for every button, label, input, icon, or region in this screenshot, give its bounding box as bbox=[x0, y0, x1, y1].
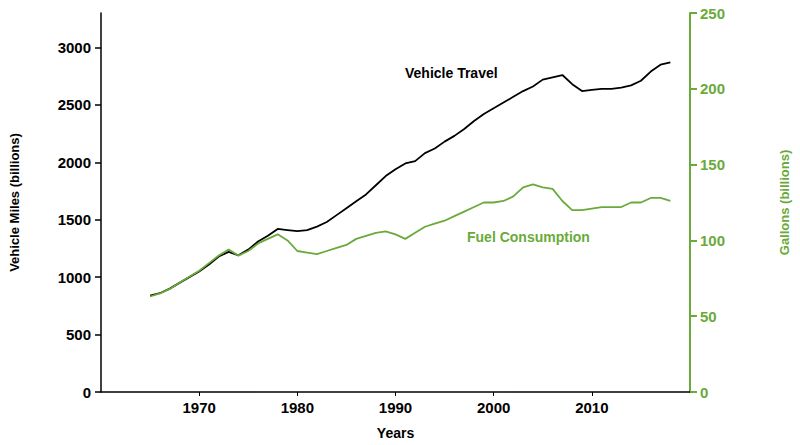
svg-text:3000: 3000 bbox=[58, 39, 91, 56]
svg-text:500: 500 bbox=[66, 326, 91, 343]
svg-text:1000: 1000 bbox=[58, 269, 91, 286]
svg-text:250: 250 bbox=[700, 5, 725, 22]
svg-text:0: 0 bbox=[700, 384, 708, 401]
svg-text:1980: 1980 bbox=[281, 399, 314, 416]
svg-text:200: 200 bbox=[700, 80, 725, 97]
svg-text:Fuel Consumption: Fuel Consumption bbox=[467, 229, 590, 245]
svg-text:100: 100 bbox=[700, 232, 725, 249]
svg-text:1500: 1500 bbox=[58, 211, 91, 228]
svg-text:Gallons (billions): Gallons (billions) bbox=[777, 150, 792, 255]
svg-text:2000: 2000 bbox=[477, 399, 510, 416]
svg-text:2010: 2010 bbox=[575, 399, 608, 416]
svg-text:Vehicle Miles (billions): Vehicle Miles (billions) bbox=[7, 133, 22, 272]
svg-text:150: 150 bbox=[700, 156, 725, 173]
svg-text:1990: 1990 bbox=[379, 399, 412, 416]
svg-text:2500: 2500 bbox=[58, 96, 91, 113]
svg-text:Vehicle Travel: Vehicle Travel bbox=[405, 65, 498, 81]
svg-text:Years: Years bbox=[377, 425, 415, 441]
svg-text:50: 50 bbox=[700, 308, 717, 325]
svg-text:1970: 1970 bbox=[182, 399, 215, 416]
svg-text:0: 0 bbox=[83, 384, 91, 401]
svg-text:2000: 2000 bbox=[58, 154, 91, 171]
